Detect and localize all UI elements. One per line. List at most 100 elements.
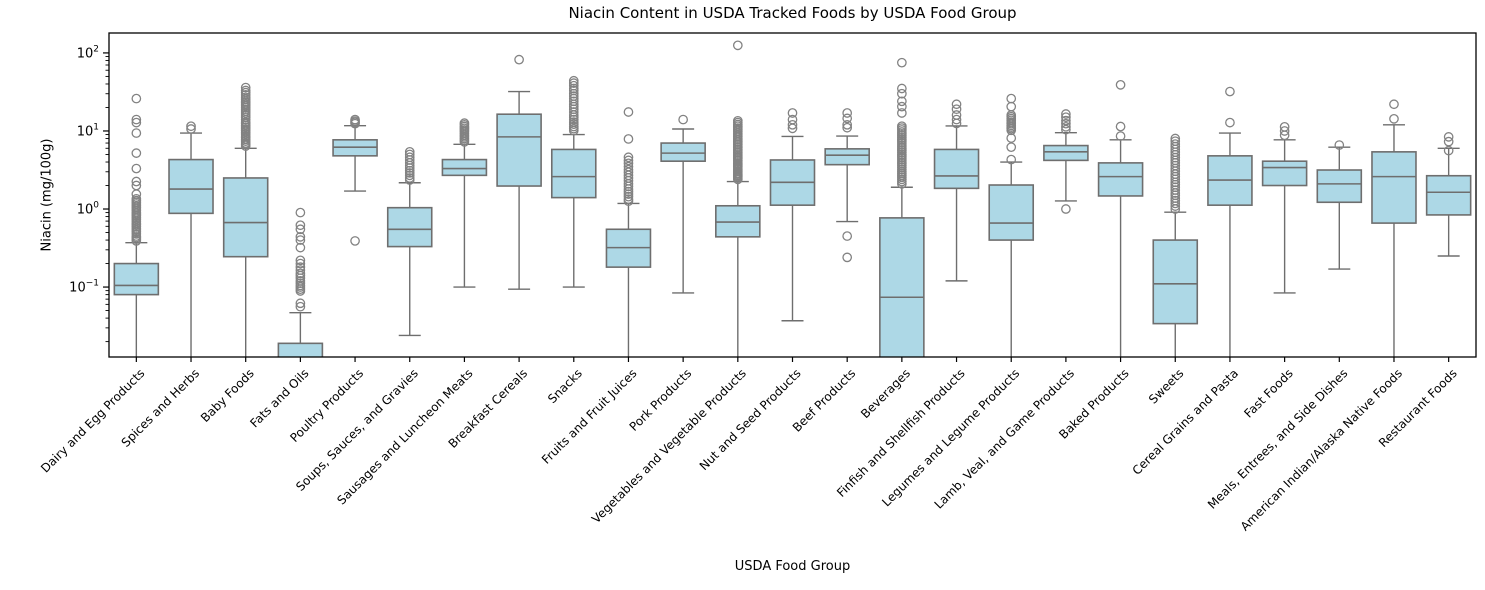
outlier-point — [295, 220, 306, 231]
x-tick-label: Nut and Seed Products — [697, 366, 804, 473]
box-group — [660, 114, 706, 294]
outlier-point — [1443, 132, 1454, 142]
outlier-point — [897, 179, 907, 189]
outlier-point — [623, 152, 634, 163]
box-group — [715, 40, 761, 357]
outlier-point — [295, 301, 306, 312]
outlier-point — [1061, 112, 1071, 123]
outlier-point — [295, 270, 306, 281]
outlier-point — [295, 286, 306, 296]
iqr-box — [277, 342, 324, 357]
outlier-point — [1006, 133, 1017, 143]
outlier-point — [678, 114, 688, 125]
outlier-point — [1389, 113, 1399, 124]
outlier-point — [732, 174, 743, 185]
outlier-point — [1006, 154, 1017, 165]
box-group — [168, 121, 214, 357]
outlier-point — [897, 83, 907, 94]
box-group — [1043, 109, 1089, 214]
y-tick-label: 100 — [77, 201, 100, 218]
x-tick-label: Dairy and Egg Products — [38, 366, 147, 475]
iqr-box — [168, 158, 214, 215]
outlier-point — [1061, 124, 1071, 135]
outlier-point — [787, 123, 798, 134]
outlier-point — [404, 160, 415, 171]
outlier-point — [842, 113, 853, 124]
outlier-point — [1061, 118, 1071, 129]
iqr-box — [222, 177, 269, 258]
iqr-box — [879, 217, 925, 357]
iqr-box — [1316, 169, 1363, 204]
outlier-point — [1170, 201, 1181, 211]
iqr-box — [824, 148, 870, 166]
outlier-point — [951, 104, 962, 115]
plot-content — [113, 40, 1472, 357]
x-tick-label: Snacks — [545, 366, 585, 406]
outlier-point — [240, 141, 251, 151]
outlier-point — [897, 108, 907, 118]
outlier-point — [623, 186, 634, 197]
outlier-point — [1061, 204, 1071, 214]
iqr-box — [1152, 239, 1199, 325]
outlier-point — [623, 196, 634, 207]
outlier-point — [1279, 130, 1290, 141]
outlier-point — [897, 96, 907, 107]
outlier-point — [787, 119, 798, 130]
outlier-point — [1170, 204, 1181, 214]
iqr-box — [1261, 160, 1308, 187]
iqr-box — [113, 262, 160, 296]
box-group — [988, 93, 1035, 357]
outlier-point — [623, 107, 634, 117]
outlier-point — [514, 54, 524, 65]
outlier-point — [131, 163, 142, 174]
outlier-point — [350, 236, 360, 246]
iqr-box — [988, 184, 1035, 241]
outlier-point — [1389, 99, 1399, 110]
outlier-point — [186, 121, 196, 132]
box-group — [550, 75, 597, 288]
box-group — [332, 114, 378, 246]
outlier-point — [131, 93, 142, 104]
outlier-point — [568, 125, 579, 136]
x-tick-label: Beverages — [858, 366, 913, 421]
outlier-point — [1115, 121, 1126, 132]
outlier-point — [623, 184, 634, 194]
box-group — [1316, 140, 1363, 270]
box-group — [113, 93, 160, 357]
outlier-point — [623, 191, 634, 202]
chart-title: Niacin Content in USDA Tracked Foods by … — [568, 4, 1017, 22]
outlier-point — [623, 134, 634, 144]
y-tick-label: 10−1 — [69, 279, 99, 296]
iqr-box — [660, 142, 706, 162]
iqr-box — [1425, 174, 1472, 216]
outlier-point — [131, 176, 142, 187]
x-tick-label: Baby Foods — [198, 366, 257, 425]
box-group — [1207, 86, 1253, 357]
box-group — [1152, 133, 1199, 357]
x-tick-label: Fruits and Fruit Juices — [539, 366, 640, 467]
outlier-point — [131, 128, 142, 138]
outlier-point — [404, 170, 415, 181]
box-group — [277, 207, 324, 357]
outlier-point — [295, 207, 306, 218]
outlier-point — [1225, 117, 1235, 128]
box-group — [496, 54, 542, 290]
y-tick-label: 102 — [77, 44, 99, 61]
iqr-box — [441, 158, 488, 177]
box-group — [1097, 79, 1144, 357]
outlier-point — [842, 122, 853, 133]
outlier-point — [131, 114, 142, 125]
box-group — [386, 147, 433, 337]
outlier-point — [568, 114, 579, 125]
outlier-point — [897, 57, 907, 68]
outlier-point — [131, 117, 142, 128]
outlier-point — [404, 163, 415, 173]
box-group — [1371, 99, 1417, 357]
iqr-box — [1043, 144, 1089, 162]
outlier-point — [1006, 93, 1017, 104]
outlier-point — [623, 155, 634, 166]
outlier-point — [1334, 140, 1345, 150]
